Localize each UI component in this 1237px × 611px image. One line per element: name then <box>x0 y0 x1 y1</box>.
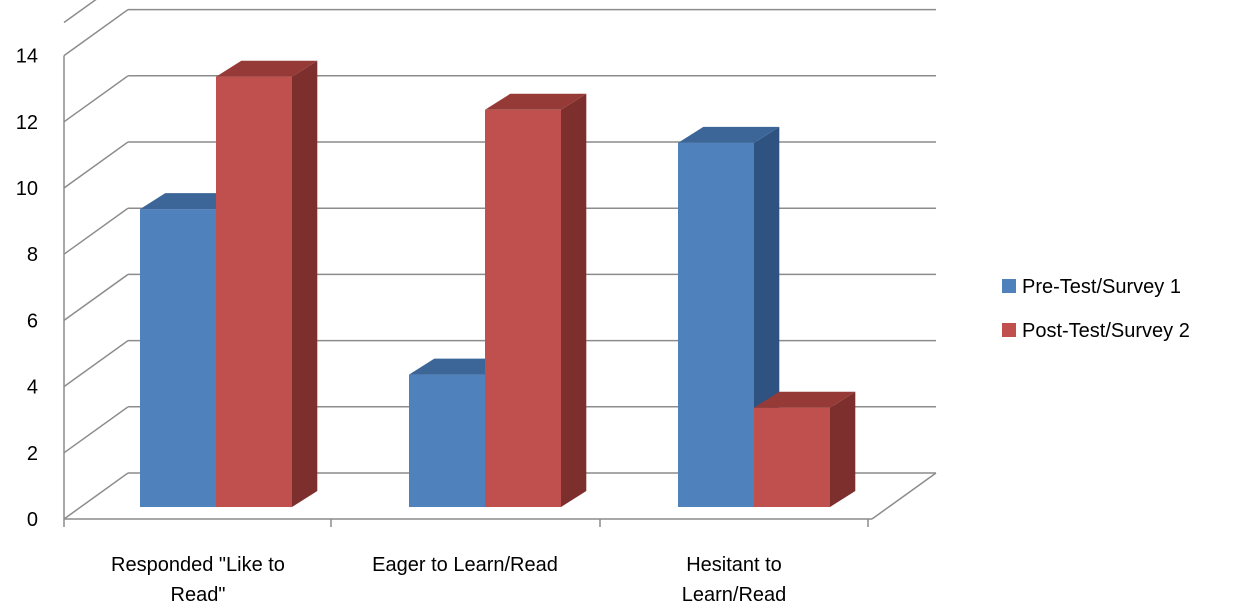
bars <box>140 60 856 508</box>
gridline-depth <box>63 141 129 189</box>
bar-pre-2 <box>678 126 780 508</box>
category-label: Eager to Learn/Read <box>372 554 558 576</box>
bar-front <box>754 407 830 507</box>
category-labels: Responded "Like to Read" Eager to Learn/Re… <box>111 554 786 606</box>
gridline-depth <box>63 406 129 454</box>
legend-label: Post-Test/Survey 2 <box>1022 320 1190 342</box>
category-label-line: Hesitant to <box>686 554 782 576</box>
category-label-line: Responded "Like to <box>111 554 285 576</box>
category-label-line: Read" <box>171 584 226 606</box>
bar-top <box>409 358 511 375</box>
y-tick-label: 12 <box>16 112 38 134</box>
legend: Pre-Test/Survey 1 Post-Test/Survey 2 <box>1002 276 1190 342</box>
y-tick-labels: 0 2 4 6 8 10 12 14 <box>16 46 38 531</box>
bar-top <box>754 391 856 408</box>
y-tick-label: 2 <box>27 443 38 465</box>
y-tick-label: 10 <box>16 178 38 200</box>
y-tick-label: 0 <box>27 509 38 531</box>
bar-front <box>140 209 216 507</box>
bar-side <box>561 93 587 508</box>
y-tick-label: 14 <box>16 46 38 68</box>
legend-swatch <box>1002 279 1016 293</box>
category-label-line: Learn/Read <box>682 584 787 606</box>
floor <box>64 472 937 520</box>
y-tick-label: 4 <box>27 377 38 399</box>
category-label: Responded "Like to Read" <box>111 554 285 606</box>
gridline-depth <box>63 339 129 388</box>
bar-top <box>678 126 780 143</box>
bar-side <box>830 391 856 507</box>
gridline-depth <box>63 75 129 123</box>
bar-front <box>485 109 561 508</box>
gridline-depth <box>63 207 129 255</box>
gridline-depth <box>63 8 129 57</box>
y-tick-label: 6 <box>27 310 38 332</box>
bar-post-1 <box>485 93 587 508</box>
bar-top <box>140 193 242 210</box>
legend-swatch <box>1002 323 1016 337</box>
bar-post-2 <box>754 391 856 507</box>
floor-right-edge <box>871 472 937 520</box>
bar-front <box>678 142 754 507</box>
bar-post-0 <box>216 60 318 507</box>
gridline-depth <box>63 0 97 24</box>
category-label: Hesitant to Learn/Read <box>682 554 787 606</box>
bar-front <box>409 374 485 507</box>
gridline-depth <box>63 472 129 520</box>
y-tick-label: 8 <box>27 244 38 266</box>
bar-top <box>485 93 587 110</box>
bar-front <box>216 76 292 507</box>
gridline-depth <box>63 273 129 322</box>
category-label-line: Eager to Learn/Read <box>372 554 558 576</box>
bar-side <box>292 60 318 507</box>
legend-label: Pre-Test/Survey 1 <box>1022 276 1181 298</box>
bar-top <box>216 60 318 77</box>
